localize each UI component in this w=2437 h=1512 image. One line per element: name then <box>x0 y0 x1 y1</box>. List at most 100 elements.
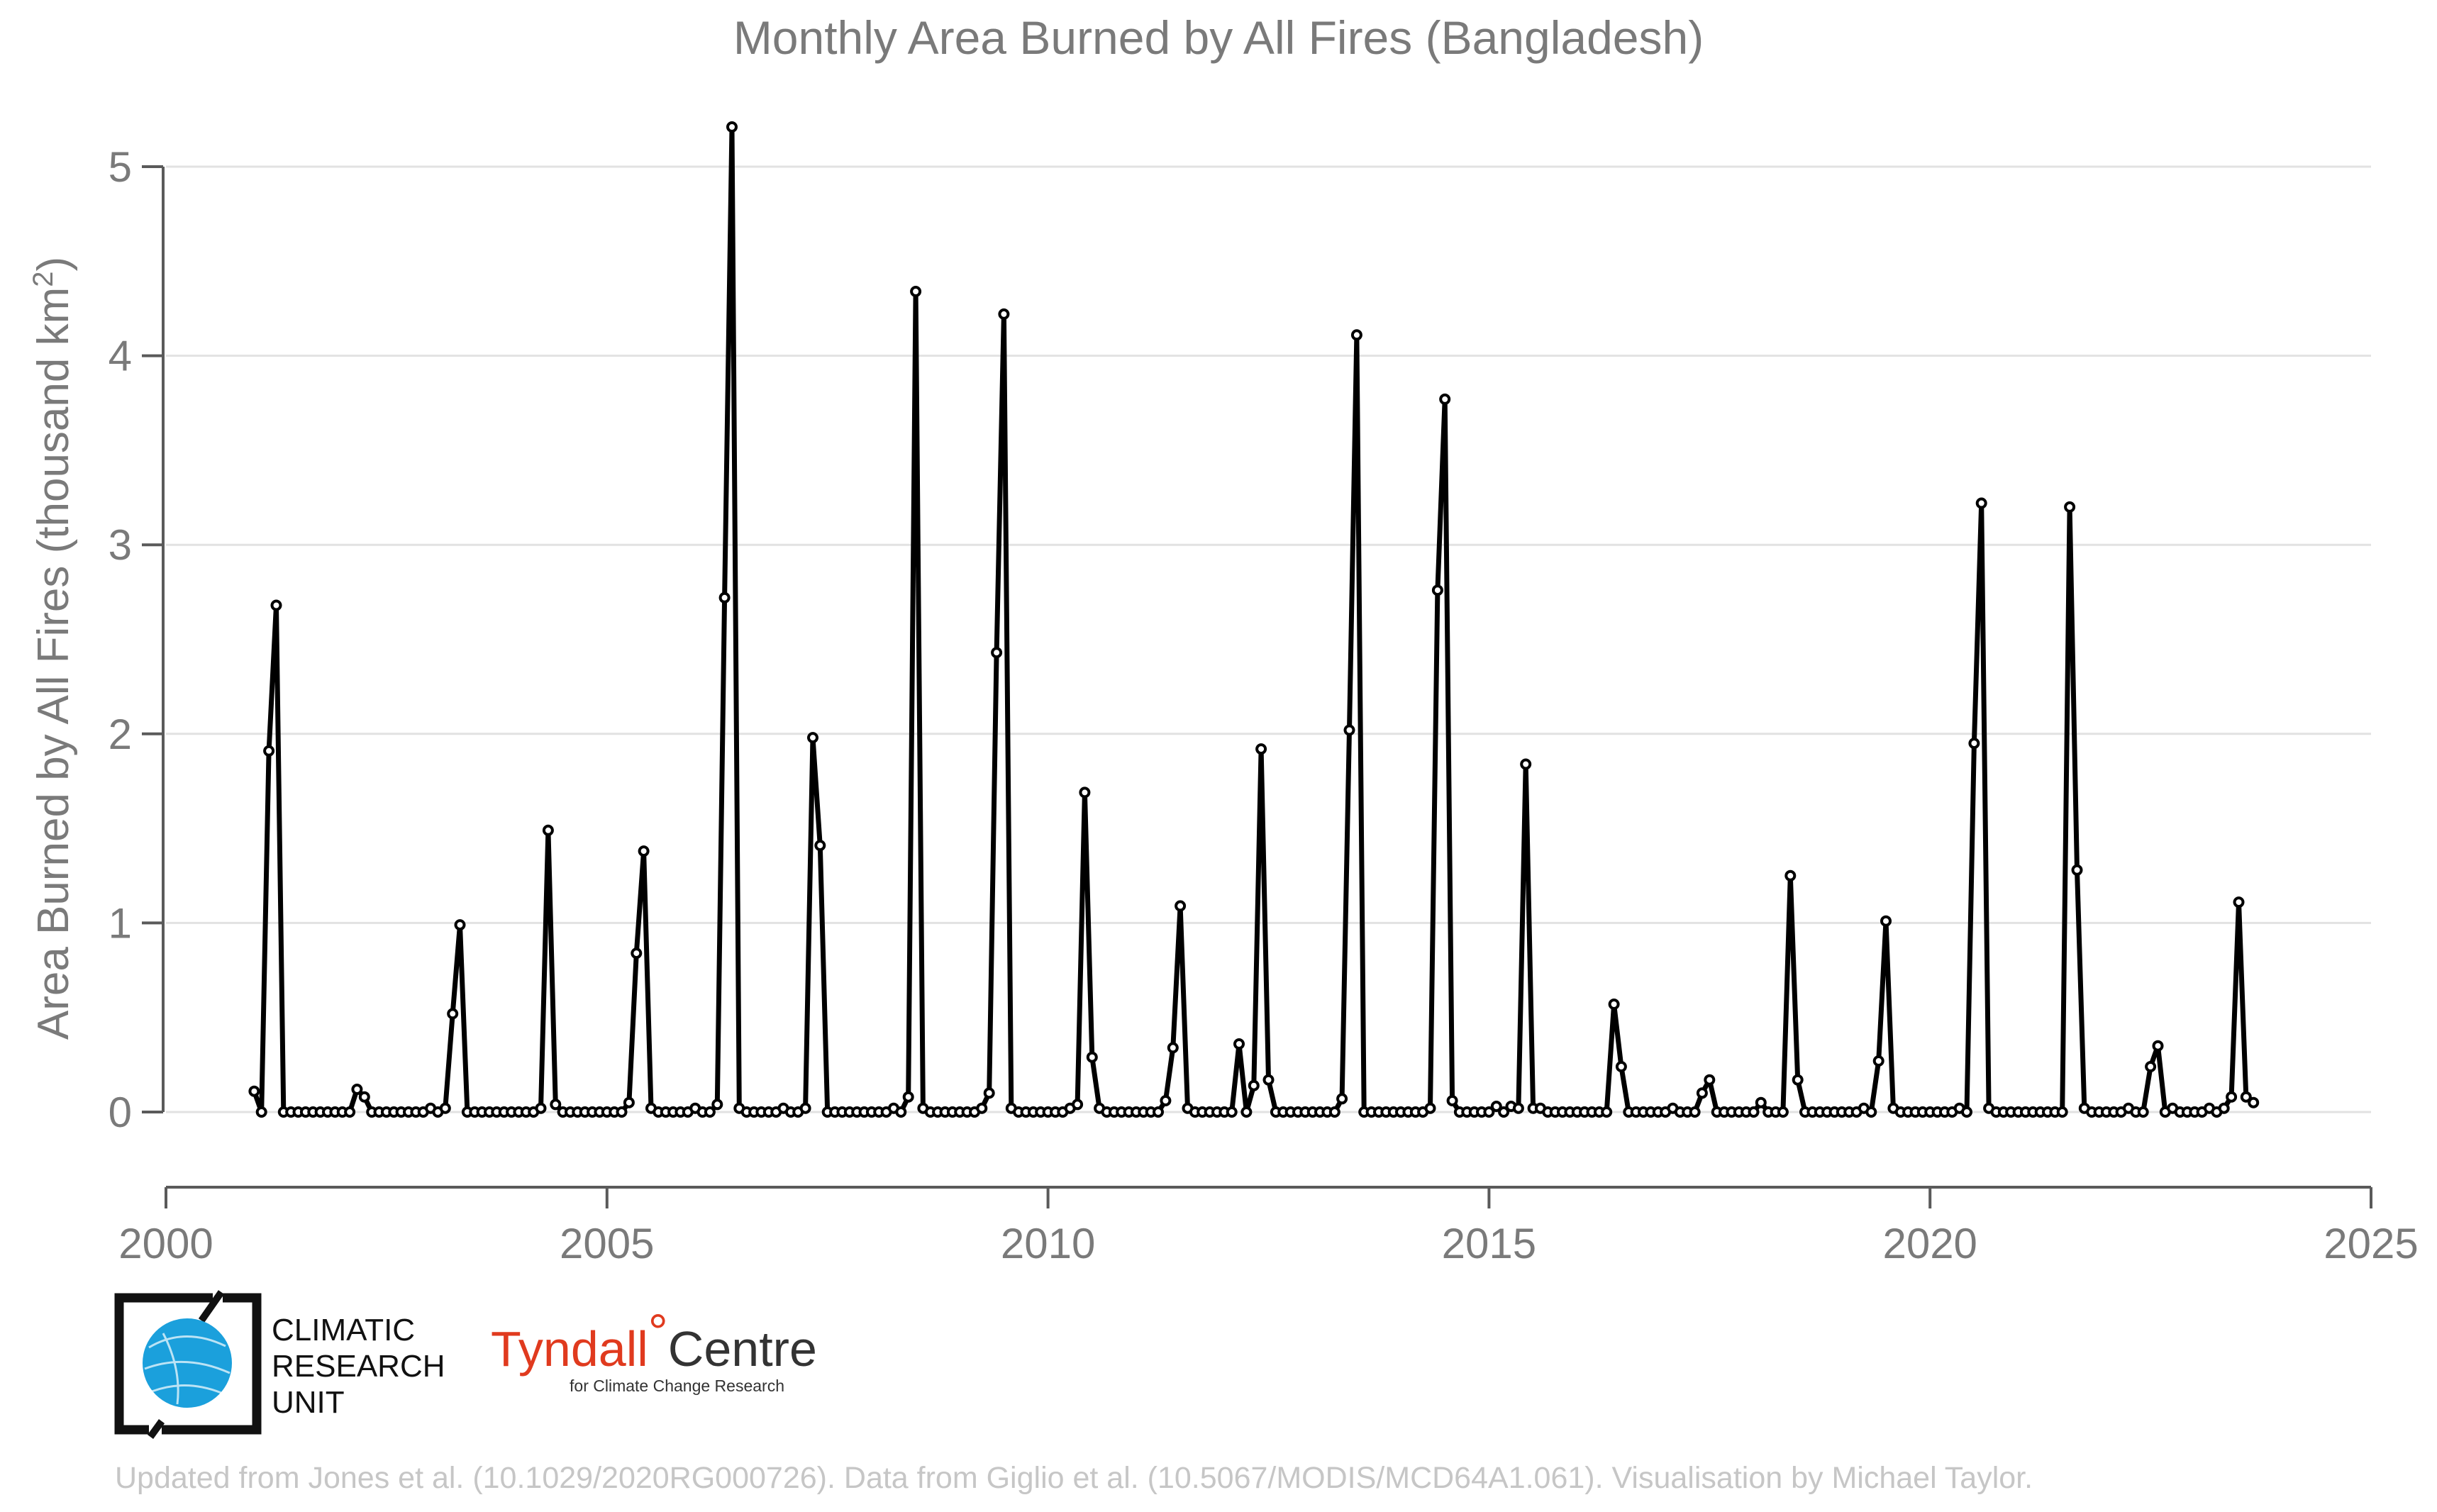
data-point <box>270 599 282 611</box>
data-point <box>1233 1038 1245 1050</box>
data-point <box>1961 1106 1972 1118</box>
data-point <box>1520 758 1532 770</box>
globe-icon-contours <box>144 1333 231 1405</box>
x-tick-label: 2000 <box>118 1220 213 1267</box>
data-point <box>1490 1101 1502 1112</box>
data-point <box>1439 393 1451 405</box>
data-point <box>991 647 1003 659</box>
x-tick-label: 2025 <box>2324 1220 2418 1267</box>
data-point <box>447 1008 459 1020</box>
data-point <box>711 1099 723 1111</box>
data-point <box>1784 869 1797 882</box>
data-point <box>1343 724 1355 736</box>
data-point <box>542 824 554 836</box>
data-point <box>616 1106 628 1118</box>
data-point <box>895 1106 907 1118</box>
data-point <box>1336 1093 1348 1105</box>
y-axis-label-main: Area Burned by All Fires (thousand km <box>29 287 78 1040</box>
x-tick-label: 2010 <box>1001 1220 1095 1267</box>
data-point <box>983 1087 995 1099</box>
cru-logo-slash <box>147 1290 225 1439</box>
data-point <box>1431 584 1443 596</box>
data-point <box>623 1096 635 1108</box>
data-point <box>2240 1091 2252 1103</box>
data-point <box>814 840 826 852</box>
data-point <box>1968 738 1980 750</box>
data-point <box>1483 1106 1495 1118</box>
data-point <box>263 745 275 757</box>
y-tick-labels: 0 1 2 3 4 5 <box>109 143 165 1136</box>
x-tick-label: 2015 <box>1442 1220 1536 1267</box>
data-point <box>910 286 922 297</box>
data-point <box>1160 1095 1172 1106</box>
data-point <box>1880 915 1892 927</box>
data-point <box>2152 1040 2164 1052</box>
cru-logo: CLIMATIC RESEARCH UNIT <box>114 1290 445 1439</box>
data-point <box>2145 1061 2157 1072</box>
data-point <box>998 308 1010 320</box>
data-point <box>2226 1091 2238 1103</box>
credit-line: Updated from Jones et al. (10.1029/2020R… <box>115 1461 2033 1495</box>
cru-logo-frame <box>114 1293 262 1435</box>
data-point <box>1975 497 1987 509</box>
data-point <box>1153 1106 1164 1118</box>
y-axis-label-superscript: 2 <box>28 272 59 287</box>
data-point <box>807 732 818 744</box>
data-point <box>351 1084 363 1095</box>
data-point <box>1424 1102 1436 1114</box>
tyndall-logo-wordmark: Tyndall°Centre <box>491 1304 817 1377</box>
y-tick-label: 1 <box>109 899 132 947</box>
data-point <box>344 1106 356 1118</box>
data-point <box>1086 1051 1098 1063</box>
data-point <box>1865 1106 1877 1118</box>
cru-logo-line-3: UNIT <box>272 1385 345 1420</box>
data-point <box>1072 1099 1084 1111</box>
data-point <box>2137 1106 2149 1118</box>
data-point <box>718 591 731 604</box>
y-tick-label: 0 <box>109 1089 132 1136</box>
tyndall-logo-subtitle: for Climate Change Research <box>570 1377 784 1395</box>
data-point <box>1079 786 1091 799</box>
data-point <box>248 1085 260 1097</box>
data-point <box>1608 999 1620 1010</box>
x-tick-label: 2005 <box>560 1220 654 1267</box>
data-point <box>1248 1079 1260 1091</box>
y-tick-label: 4 <box>109 333 132 380</box>
data-point <box>1601 1106 1613 1118</box>
data-point <box>535 1102 547 1114</box>
data-points <box>248 121 2260 1118</box>
data-point <box>439 1102 451 1114</box>
chart-title: Monthly Area Burned by All Fires (Bangla… <box>733 11 1704 64</box>
data-point <box>1328 1106 1340 1118</box>
data-point <box>2071 864 2083 876</box>
cru-logo-line-1: CLIMATIC <box>272 1313 415 1347</box>
data-point <box>454 919 466 931</box>
data-point <box>799 1102 811 1114</box>
data-point <box>1255 743 1267 755</box>
data-point <box>2056 1106 2068 1118</box>
data-point <box>255 1106 267 1118</box>
y-tick-label: 3 <box>109 521 132 569</box>
series-line <box>252 124 2255 1115</box>
data-point <box>2218 1102 2230 1114</box>
data-point <box>1872 1055 1884 1067</box>
data-point <box>1704 1074 1716 1086</box>
cru-logo-line-2: RESEARCH <box>272 1349 445 1384</box>
x-tick-label: 2020 <box>1882 1220 1977 1267</box>
data-point <box>631 947 643 960</box>
data-point <box>2233 896 2245 908</box>
data-point <box>1512 1102 1524 1114</box>
data-point <box>1615 1061 1627 1072</box>
data-point <box>1792 1074 1804 1086</box>
data-point <box>1755 1096 1767 1108</box>
data-point <box>1350 329 1362 341</box>
data-point <box>638 845 650 857</box>
data-point <box>1748 1106 1760 1118</box>
data-point <box>1446 1095 1458 1106</box>
x-axis: 2000 2005 2010 2015 2020 2025 <box>118 1186 2419 1267</box>
data-point <box>1689 1106 1701 1118</box>
data-point <box>2064 501 2076 513</box>
data-point <box>704 1106 716 1118</box>
y-axis-label: Area Burned by All Fires (thousand km2) <box>28 257 78 1040</box>
